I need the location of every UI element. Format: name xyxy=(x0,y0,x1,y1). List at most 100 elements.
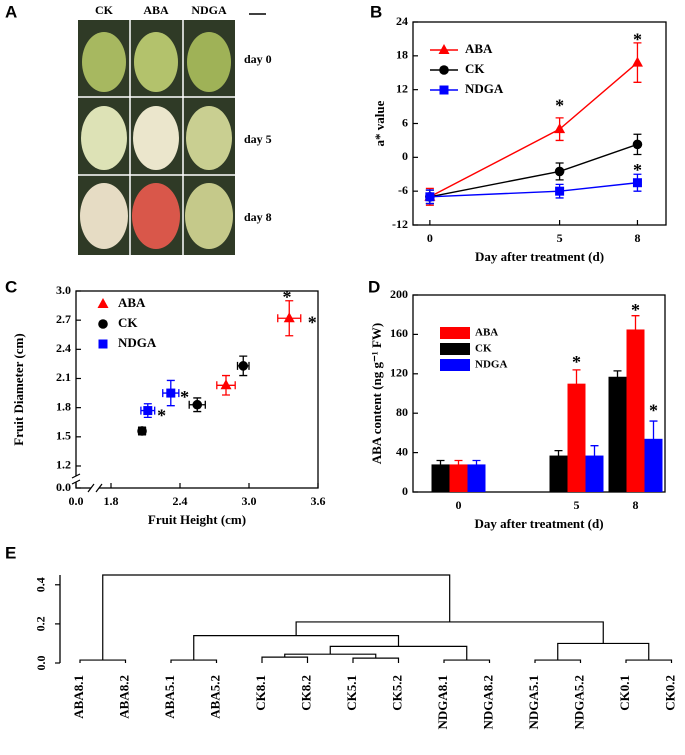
y-tick-label: 0.2 xyxy=(34,616,48,631)
legend-marker xyxy=(439,85,449,95)
series-line xyxy=(429,182,638,198)
legend-swatch xyxy=(440,327,470,339)
leaf-label: NDGA8.1 xyxy=(435,675,450,730)
error-bar xyxy=(436,459,445,470)
x-tick-label: 0 xyxy=(427,231,433,245)
bar xyxy=(626,329,645,492)
y-tick-label: -12 xyxy=(392,217,408,231)
leaf-label: CK8.1 xyxy=(253,675,268,711)
x-tick-label: 8 xyxy=(634,231,640,245)
row-label: day 0 xyxy=(244,52,272,66)
panel-letter: A xyxy=(5,2,17,21)
legend-label: NDGA xyxy=(475,359,507,371)
x-axis-label: Day after treatment (d) xyxy=(474,516,603,531)
y-tick-label: 2.7 xyxy=(56,312,71,326)
y-tick-label: 200 xyxy=(390,287,408,301)
dendrogram-link xyxy=(557,642,650,661)
dendrogram-link xyxy=(295,621,604,644)
x-tick-label: 3.6 xyxy=(311,494,326,508)
column-label: CK xyxy=(95,3,114,17)
error-bar xyxy=(649,420,658,458)
dendrogram-link xyxy=(79,659,127,663)
annotation: * xyxy=(649,400,658,420)
legend-label: NDGA xyxy=(465,81,504,96)
plot-frame xyxy=(412,294,666,493)
y-tick-label: 0 xyxy=(402,484,408,498)
fruit xyxy=(186,106,232,170)
y-tick-label: 0.4 xyxy=(34,577,48,592)
y-tick-label: 160 xyxy=(390,326,408,340)
marker xyxy=(166,388,176,398)
y-tick-label: 80 xyxy=(396,405,408,419)
annotation: * xyxy=(633,160,642,180)
fruit xyxy=(132,183,180,249)
leaf-label: ABA5.1 xyxy=(162,675,177,719)
error-bar xyxy=(472,459,481,470)
axis-break xyxy=(71,473,103,493)
dendrogram-link xyxy=(193,635,400,661)
legend-label: CK xyxy=(118,315,138,330)
marker xyxy=(137,426,147,436)
leaf-label: CK0.1 xyxy=(617,675,632,711)
annotation: * xyxy=(282,287,291,307)
marker xyxy=(238,361,249,371)
bar xyxy=(431,464,450,492)
legend-label: CK xyxy=(465,61,485,76)
axis-break-gap xyxy=(91,484,99,492)
annotation: * xyxy=(180,387,189,407)
fruit xyxy=(134,32,178,92)
x-tick-label: 0 xyxy=(456,498,462,512)
error-bar xyxy=(631,315,640,344)
panel-letter: B xyxy=(370,2,382,21)
bar xyxy=(549,455,568,492)
annotation: * xyxy=(157,406,166,426)
y-tick-label: 1.2 xyxy=(56,458,71,472)
legend-marker xyxy=(98,339,108,349)
photo-divider xyxy=(78,20,235,255)
marker xyxy=(554,123,566,134)
y-axis-label: ABA content (ng g⁻¹ FW) xyxy=(369,323,384,464)
dendrogram-link xyxy=(443,659,491,663)
legend-swatch xyxy=(440,343,470,355)
legend-label: ABA xyxy=(465,41,493,56)
x-tick-label: 3.0 xyxy=(242,494,257,508)
dendrogram-link xyxy=(352,657,400,663)
marker xyxy=(555,186,565,196)
panel-letter: D xyxy=(368,277,380,296)
legend-marker xyxy=(98,319,108,329)
plot-frame xyxy=(412,21,667,226)
error-bar xyxy=(590,445,599,467)
y-axis-label: Fruit Diameter (cm) xyxy=(11,333,26,445)
fruit xyxy=(82,32,126,92)
x-tick-label: 5 xyxy=(574,498,580,512)
panel-letter: C xyxy=(5,277,17,296)
y-tick-label: 0.0 xyxy=(34,656,48,671)
leaf-label: ABA8.2 xyxy=(116,675,131,719)
dendrogram-link xyxy=(625,659,673,663)
y-tick-label: 0.0 xyxy=(56,480,71,494)
leaf-label: CK5.1 xyxy=(344,675,359,711)
x-tick-label: 2.4 xyxy=(173,494,188,508)
y-tick-label: 18 xyxy=(396,48,408,62)
marker xyxy=(632,178,642,188)
y-tick-label: 3.0 xyxy=(56,283,71,297)
fruit xyxy=(185,183,233,249)
y-tick-label: 40 xyxy=(396,444,408,458)
annotation: * xyxy=(572,352,581,372)
marker xyxy=(192,399,203,410)
row-label: day 5 xyxy=(244,132,272,146)
leaf-label: CK5.2 xyxy=(389,675,404,711)
y-tick-label: 1.5 xyxy=(56,429,71,443)
y-tick-label: 120 xyxy=(390,366,408,380)
row-label: day 8 xyxy=(244,210,272,224)
fruit xyxy=(187,32,231,92)
legend-label: NDGA xyxy=(118,335,157,350)
y-tick-label: 24 xyxy=(396,14,408,28)
axis-break-gap xyxy=(72,476,80,482)
y-tick-label: 2.4 xyxy=(56,341,71,355)
x-tick-label: 1.8 xyxy=(104,494,119,508)
bar xyxy=(449,464,468,492)
y-axis-label: a* value xyxy=(372,100,387,146)
